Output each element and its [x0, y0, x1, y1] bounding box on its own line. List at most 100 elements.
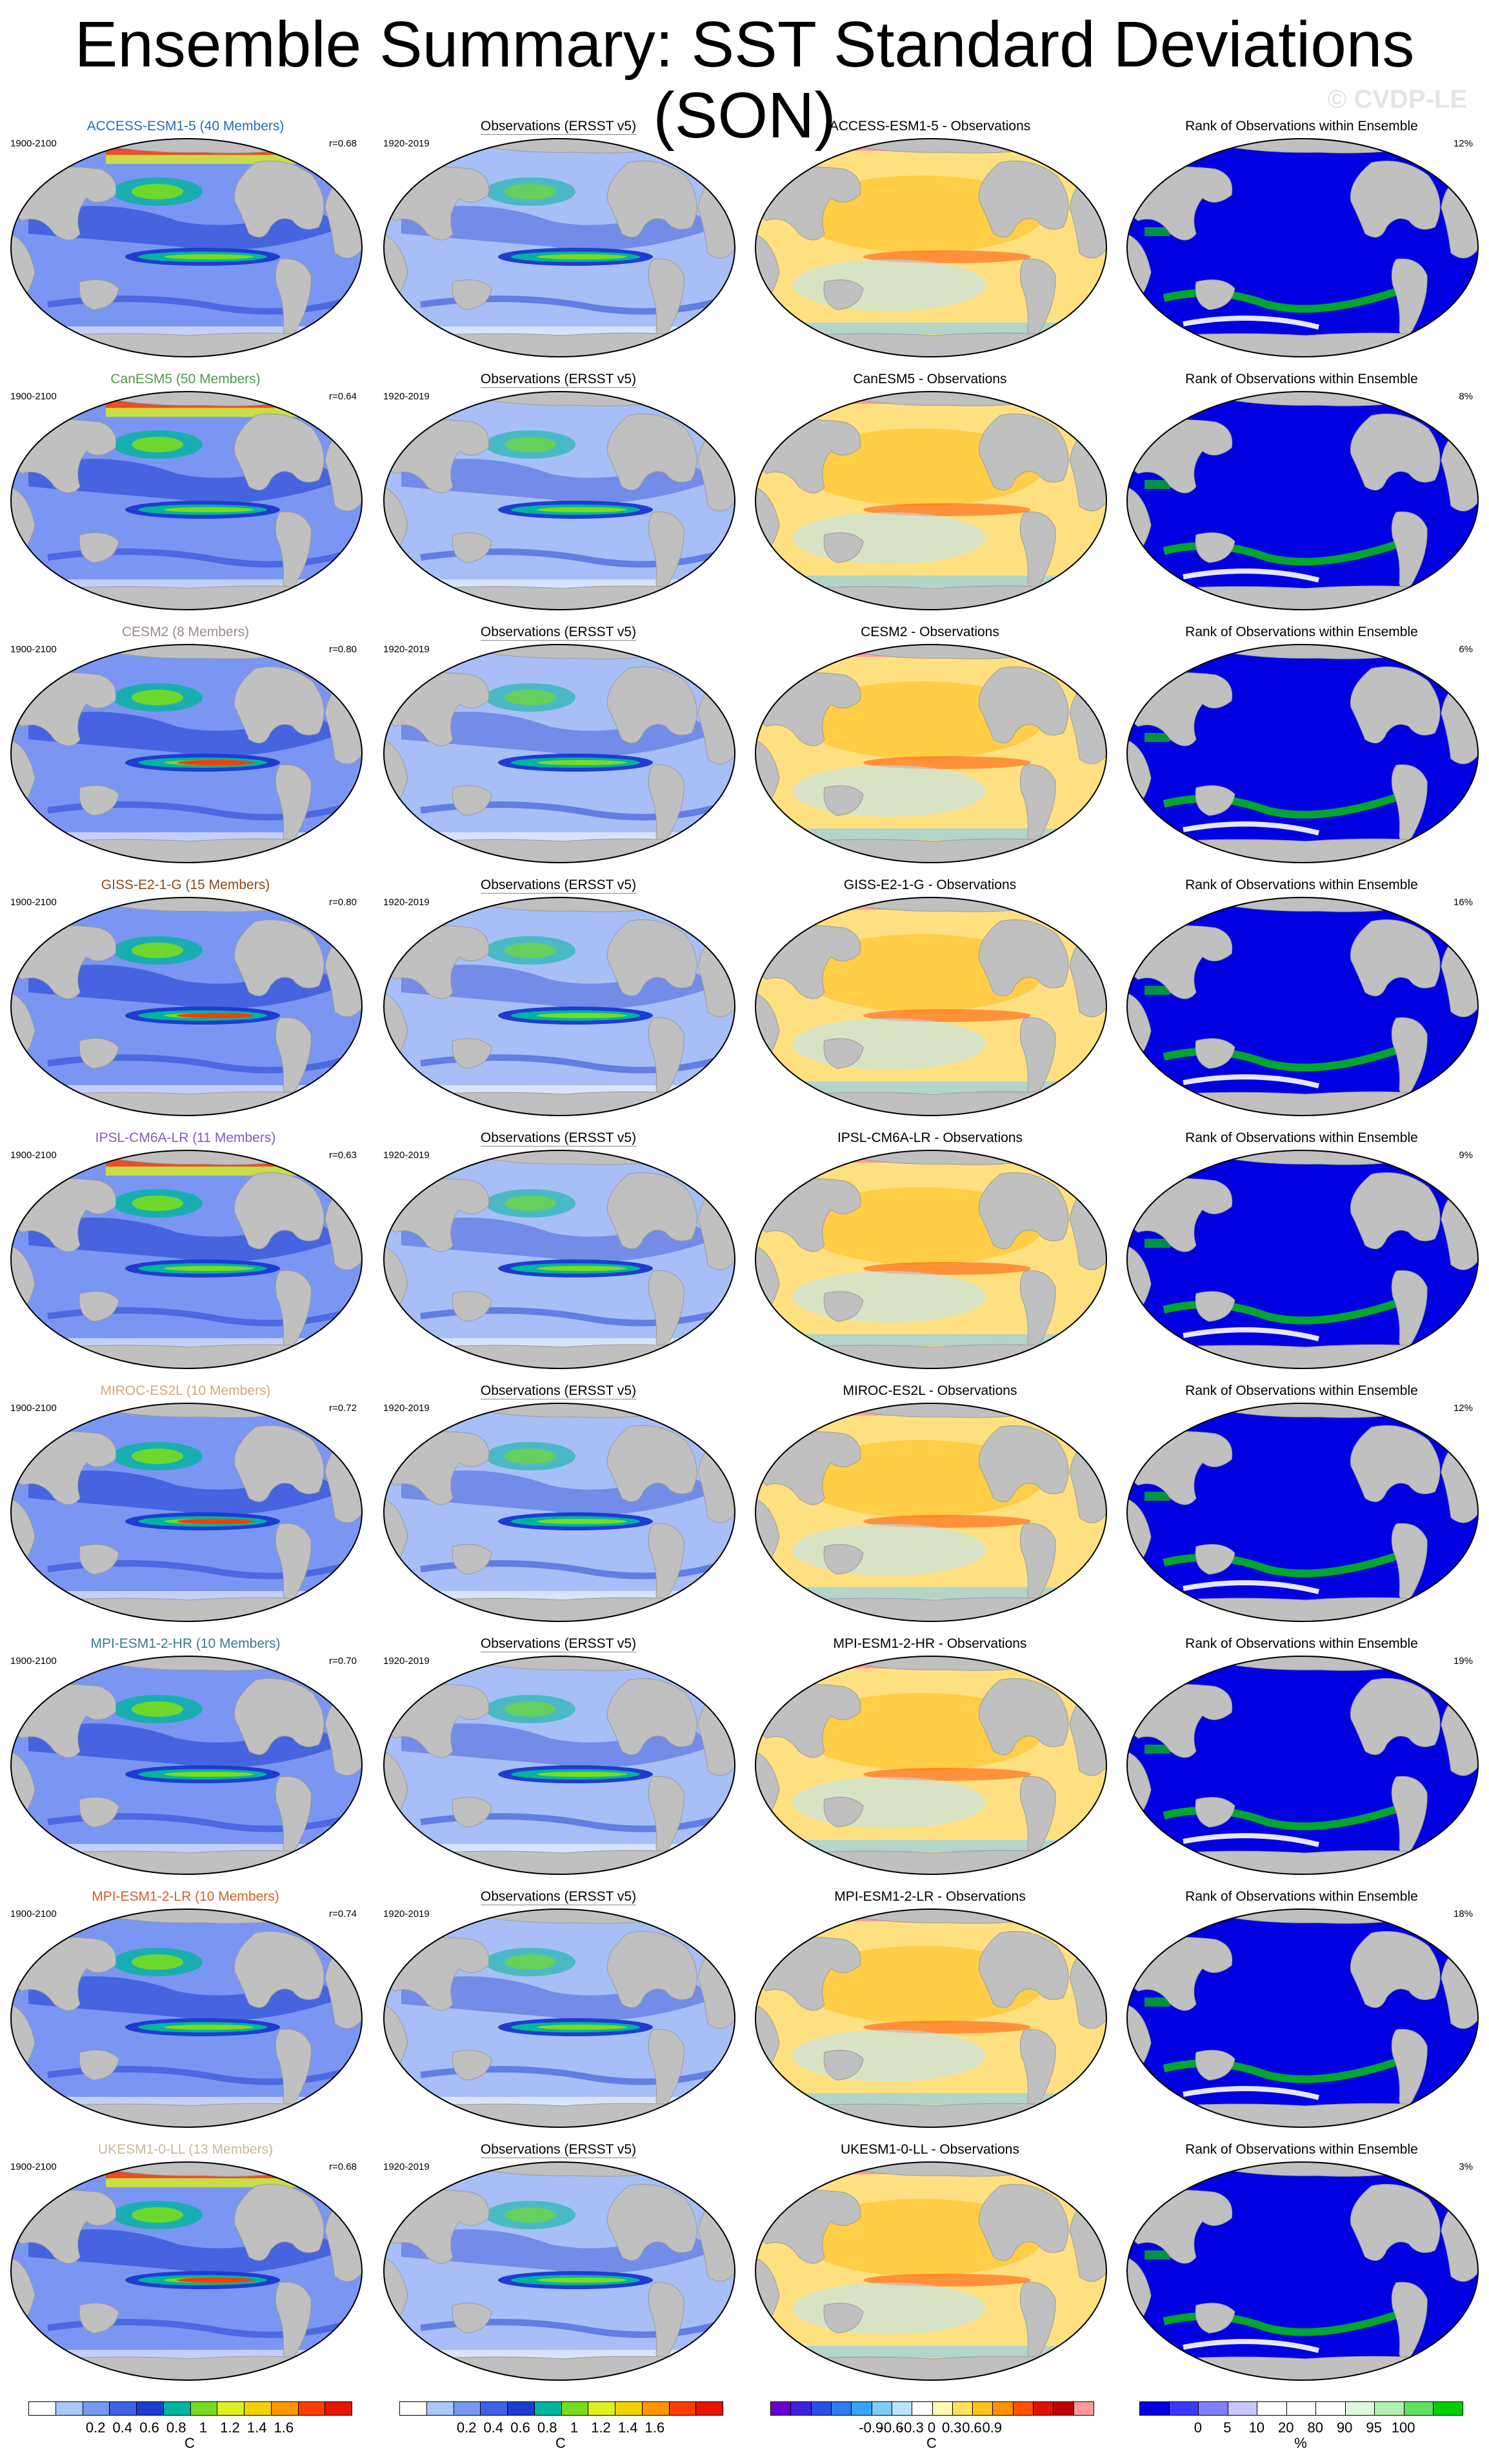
colorbar-box: [932, 2402, 953, 2415]
rank-percent: 12%: [1453, 138, 1473, 149]
obs-years: 1920-2019: [383, 1403, 430, 1414]
obs-title-text: Observations (ERSST v5): [480, 1889, 637, 1905]
colorbar-boxes: [399, 2401, 723, 2416]
model-sst-map: [9, 390, 364, 615]
obs-years: 1920-2019: [383, 1150, 430, 1161]
rank-map: [1125, 1148, 1480, 1374]
colorbar-box: [110, 2402, 137, 2415]
colorbar-tick-label: 5: [1223, 2419, 1232, 2436]
difference-map: [754, 1654, 1108, 1879]
obs-years: 1920-2019: [383, 1656, 430, 1667]
obs-title: Observations (ERSST v5): [373, 625, 744, 641]
model-sst-panel: ACCESS-ESM1-5 (40 Members) 1900-2100 r=0.6…: [0, 114, 371, 366]
model-sst-map: [9, 896, 364, 1121]
difference-map: [754, 137, 1108, 362]
colorbar-box: [791, 2402, 812, 2415]
obs-years: 1920-2019: [383, 391, 430, 402]
obs-years: 1920-2019: [383, 2161, 430, 2172]
obs-title: Observations (ERSST v5): [373, 1889, 744, 1905]
colorbar-box: [1140, 2402, 1170, 2415]
rank-panel: Rank of Observations within Ensemble 12%: [1116, 114, 1487, 366]
colorbar-tick-label: 1.4: [617, 2419, 638, 2436]
obs-sst-map: [382, 137, 737, 362]
model-sst-panel: IPSL-CM6A-LR (11 Members) 1900-2100 r=0.63: [0, 1125, 371, 1378]
panel-row: MPI-ESM1-2-HR (10 Members) 1900-2100 r=0.7…: [0, 1631, 1489, 1884]
obs-sst-panel: Observations (ERSST v5) 1920-2019: [373, 1631, 744, 1884]
colorbar-unit: C: [555, 2435, 566, 2451]
pattern-correlation: r=0.64: [329, 391, 357, 402]
colorbar-box: [1345, 2402, 1375, 2415]
obs-title: Observations (ERSST v5): [373, 1130, 744, 1147]
pattern-correlation: r=0.68: [329, 2161, 357, 2172]
sst-colorbar-obs: 0.2 0.4 0.6 0.8 1 1.2 1.4 1.6 C: [399, 2395, 723, 2453]
sst-colorbar-model: 0.2 0.4 0.6 0.8 1 1.2 1.4 1.6 C: [28, 2395, 352, 2453]
difference-title: CESM2 - Observations: [861, 625, 999, 639]
colorbar-tick-label: 0: [927, 2419, 936, 2436]
colorbar-ticks: 0 5 10 20 80 90 95 100: [1139, 2419, 1462, 2436]
obs-title-text: Observations (ERSST v5): [480, 372, 637, 388]
colorbar-box: [588, 2402, 615, 2415]
rank-panel: Rank of Observations within Ensemble 3%: [1116, 2137, 1487, 2390]
model-label: ACCESS-ESM1-5 (40 Members): [86, 119, 285, 134]
obs-title-text: Observations (ERSST v5): [480, 119, 637, 135]
colorbar-ticks: -0.9 -0.6 -0.3 0 0.3 0.6 0.9: [770, 2419, 1093, 2436]
rank-percent: 8%: [1459, 391, 1473, 402]
colorbar-box: [1034, 2402, 1054, 2415]
obs-sst-panel: Observations (ERSST v5) 1920-2019: [373, 619, 744, 872]
obs-sst-map: [382, 1148, 737, 1374]
rank-title: Rank of Observations within Ensemble: [1185, 877, 1418, 892]
model-sst-panel: CanESM5 (50 Members) 1900-2100 r=0.64: [0, 366, 371, 619]
colorbar-boxes: [28, 2401, 352, 2416]
obs-title: Observations (ERSST v5): [373, 1383, 744, 1399]
colorbar-box: [29, 2402, 56, 2415]
colorbar-box: [400, 2402, 427, 2415]
colorbar-tick-label: 100: [1391, 2419, 1415, 2436]
colorbar-tick-label: 90: [1336, 2419, 1353, 2436]
colorbar-box: [1404, 2402, 1434, 2415]
rank-panel: Rank of Observations within Ensemble 12%: [1116, 1378, 1487, 1631]
rank-map: [1125, 390, 1480, 615]
panel-row: ACCESS-ESM1-5 (40 Members) 1900-2100 r=0.6…: [0, 114, 1489, 366]
panel-row: IPSL-CM6A-LR (11 Members) 1900-2100 r=0.63…: [0, 1125, 1489, 1378]
difference-panel: IPSL-CM6A-LR - Observations: [744, 1125, 1115, 1378]
model-years: 1900-2100: [10, 1403, 57, 1414]
rank-map: [1125, 1907, 1480, 2132]
colorbar-tick-label: 1: [199, 2419, 207, 2436]
rank-panel: Rank of Observations within Ensemble 19%: [1116, 1631, 1487, 1884]
difference-map: [754, 1148, 1108, 1374]
panel-row: MIROC-ES2L (10 Members) 1900-2100 r=0.72 Ob…: [0, 1378, 1489, 1631]
colorbar-tick-label: 0.4: [112, 2419, 133, 2436]
obs-sst-panel: Observations (ERSST v5) 1920-2019: [373, 114, 744, 366]
panel-row: GISS-E2-1-G (15 Members) 1900-2100 r=0.80 O…: [0, 872, 1489, 1125]
difference-colorbar: -0.9 -0.6 -0.3 0 0.3 0.6 0.9 C: [770, 2395, 1094, 2453]
rank-percent: 19%: [1453, 1656, 1473, 1667]
colorbar-box: [426, 2402, 454, 2415]
obs-sst-map: [382, 643, 737, 868]
model-years: 1900-2100: [10, 1908, 57, 1919]
colorbar-box: [912, 2402, 933, 2415]
rank-title: Rank of Observations within Ensemble: [1185, 1383, 1418, 1398]
model-years: 1900-2100: [10, 644, 57, 655]
model-sst-map: [9, 1654, 364, 1879]
model-label: CanESM5 (50 Members): [110, 372, 261, 386]
obs-sst-map: [382, 390, 737, 615]
model-sst-panel: MIROC-ES2L (10 Members) 1900-2100 r=0.72: [0, 1378, 371, 1631]
rank-map: [1125, 2160, 1480, 2385]
model-years: 1900-2100: [10, 138, 57, 149]
colorbar-box: [952, 2402, 974, 2415]
difference-panel: MIROC-ES2L - Observations: [744, 1378, 1115, 1631]
colorbar-ticks: 0.2 0.4 0.6 0.8 1 1.2 1.4 1.6: [399, 2419, 722, 2436]
colorbar-tick-label: 0.3: [941, 2419, 962, 2436]
colorbar-tick-label: -0.3: [899, 2419, 924, 2436]
rank-panel: Rank of Observations within Ensemble 18%: [1116, 1884, 1487, 2137]
model-sst-map: [9, 137, 364, 362]
obs-title-text: Observations (ERSST v5): [480, 2142, 637, 2158]
obs-title-text: Observations (ERSST v5): [480, 877, 637, 894]
difference-title: CanESM5 - Observations: [853, 372, 1007, 386]
pattern-correlation: r=0.74: [329, 1908, 357, 1919]
colorbar-box: [1228, 2402, 1258, 2415]
colorbar-box: [973, 2402, 994, 2415]
colorbar-box: [852, 2402, 872, 2415]
colorbar-box: [1316, 2402, 1346, 2415]
difference-panel: MPI-ESM1-2-LR - Observations: [744, 1884, 1115, 2137]
